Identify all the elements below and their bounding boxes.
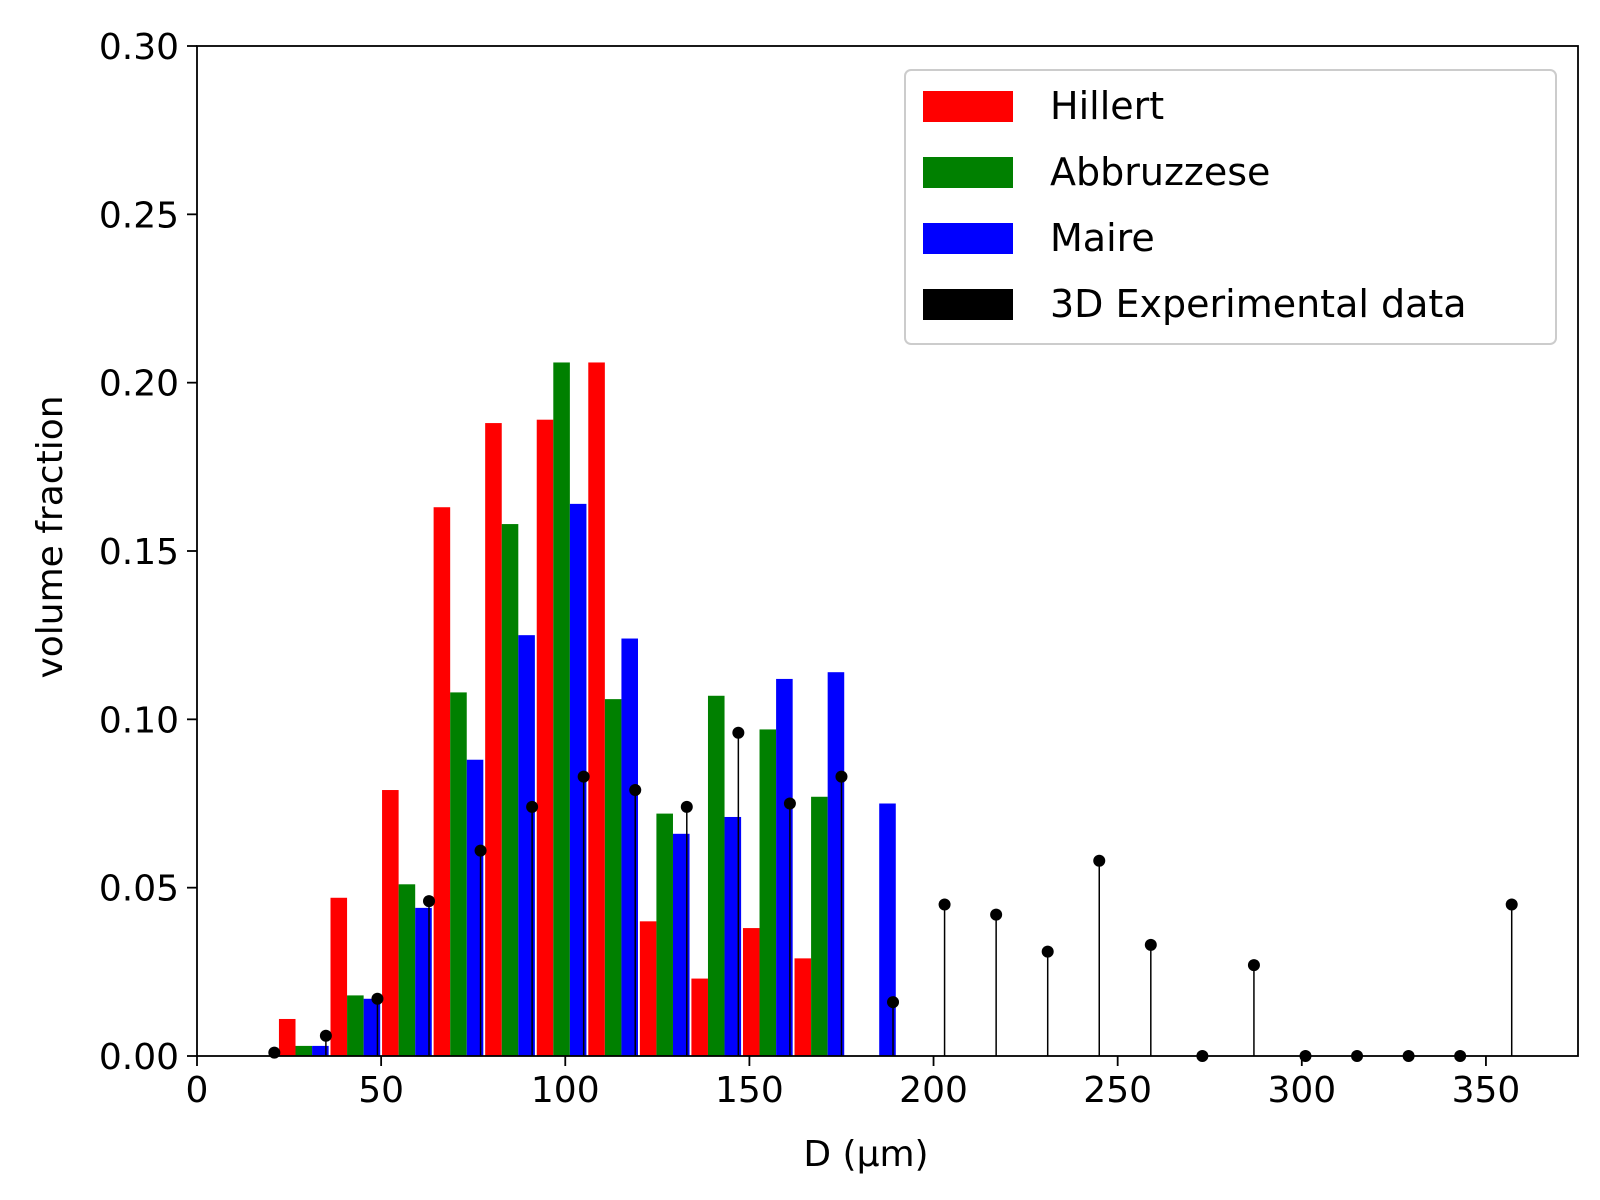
experimental-point bbox=[629, 784, 642, 797]
hillert-bar bbox=[485, 423, 502, 1056]
experimental-point bbox=[1505, 898, 1518, 911]
x-tick-label: 200 bbox=[899, 1070, 968, 1111]
experimental-point bbox=[1041, 945, 1054, 958]
maire-bar bbox=[827, 672, 845, 1056]
y-tick-label: 0.10 bbox=[99, 700, 179, 741]
hillert-bar bbox=[278, 1018, 296, 1056]
maire-bar bbox=[363, 998, 381, 1056]
hillert-bar bbox=[588, 362, 605, 1057]
abbruzzese-bar bbox=[295, 1045, 313, 1056]
abbruzzese-bar bbox=[707, 695, 725, 1056]
experimental-point bbox=[783, 797, 796, 810]
abbruzzese-bar bbox=[450, 692, 467, 1056]
experimental-point bbox=[990, 908, 1003, 921]
experimental-point bbox=[1247, 959, 1260, 972]
experimental-point bbox=[474, 844, 487, 857]
maire-bar bbox=[672, 833, 690, 1056]
experimental-point bbox=[835, 770, 848, 783]
y-tick-label: 0.20 bbox=[99, 364, 179, 405]
hillert-bar bbox=[536, 419, 554, 1056]
x-tick-label: 100 bbox=[531, 1070, 600, 1111]
legend-swatch bbox=[923, 91, 1013, 122]
experimental-point bbox=[938, 898, 951, 911]
abbruzzese-bar bbox=[604, 699, 622, 1056]
y-tick-label: 0.25 bbox=[99, 195, 179, 236]
experimental-point bbox=[732, 726, 745, 739]
legend-swatch bbox=[923, 289, 1013, 320]
x-tick-label: 250 bbox=[1083, 1070, 1152, 1111]
legend-label: Abbruzzese bbox=[1050, 150, 1270, 194]
legend-swatch bbox=[923, 157, 1013, 188]
hillert-bar bbox=[433, 507, 451, 1057]
experimental-point bbox=[1093, 854, 1106, 867]
maire-bar bbox=[312, 1045, 329, 1056]
maire-bar bbox=[621, 638, 638, 1056]
stems-layer bbox=[268, 726, 1518, 1062]
abbruzzese-bar bbox=[501, 524, 519, 1056]
hillert-bar bbox=[330, 897, 348, 1056]
legend-label: 3D Experimental data bbox=[1050, 282, 1467, 326]
hillert-bar bbox=[382, 790, 399, 1056]
hillert-bar bbox=[794, 958, 812, 1056]
hillert-bar bbox=[742, 928, 760, 1056]
y-tick-label: 0.05 bbox=[99, 869, 179, 910]
maire-bar bbox=[776, 678, 793, 1056]
x-axis-label: D (μm) bbox=[803, 1134, 928, 1175]
maire-bar bbox=[879, 803, 896, 1056]
maire-bar bbox=[466, 759, 484, 1056]
maire-bar bbox=[569, 503, 587, 1056]
experimental-point bbox=[371, 992, 384, 1005]
maire-bar bbox=[415, 907, 432, 1056]
experimental-point bbox=[577, 770, 590, 783]
experimental-point bbox=[526, 800, 539, 813]
legend-label: Maire bbox=[1050, 216, 1155, 260]
y-tick-label: 0.30 bbox=[99, 27, 179, 68]
ticks-layer: 0 50 100 150 200 250 300 350 0.00 0.05 0.10 0.15 0.2… bbox=[99, 27, 1520, 1111]
bars-layer bbox=[278, 362, 896, 1057]
legend-swatch bbox=[923, 223, 1013, 254]
experimental-point bbox=[1144, 938, 1157, 951]
y-tick-label: 0.00 bbox=[99, 1037, 179, 1078]
experimental-point bbox=[319, 1029, 332, 1042]
hillert-bar bbox=[639, 921, 657, 1056]
x-tick-label: 350 bbox=[1452, 1070, 1521, 1111]
abbruzzese-bar bbox=[759, 729, 777, 1056]
abbruzzese-bar bbox=[811, 796, 828, 1056]
abbruzzese-bar bbox=[656, 813, 673, 1056]
x-tick-label: 150 bbox=[715, 1070, 784, 1111]
y-axis-label: volume fraction bbox=[30, 395, 71, 678]
maire-bar bbox=[724, 816, 742, 1056]
hillert-bar bbox=[691, 978, 708, 1056]
legend-label: Hillert bbox=[1050, 84, 1164, 128]
x-tick-label: 0 bbox=[186, 1070, 209, 1111]
experimental-point bbox=[423, 895, 436, 908]
x-tick-label: 50 bbox=[358, 1070, 404, 1111]
legend: Hillert Abbruzzese Maire 3D Experimental da… bbox=[904, 69, 1557, 345]
abbruzzese-bar bbox=[347, 995, 364, 1056]
y-tick-label: 0.15 bbox=[99, 532, 179, 573]
maire-bar bbox=[518, 635, 535, 1056]
experimental-point bbox=[680, 800, 693, 813]
legend-box bbox=[904, 69, 1557, 345]
abbruzzese-bar bbox=[398, 884, 416, 1056]
abbruzzese-bar bbox=[553, 362, 570, 1057]
experimental-point bbox=[887, 996, 900, 1009]
x-tick-label: 300 bbox=[1267, 1070, 1336, 1111]
